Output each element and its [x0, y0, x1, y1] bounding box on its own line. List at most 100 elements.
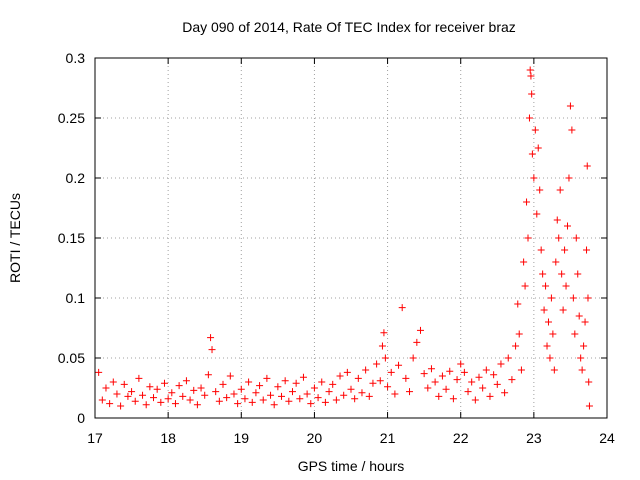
data-point	[501, 389, 509, 397]
data-point	[384, 383, 392, 391]
data-point	[391, 390, 399, 398]
data-point	[237, 385, 245, 393]
data-point	[544, 318, 552, 326]
data-point	[208, 346, 216, 354]
data-point	[288, 388, 296, 396]
data-point	[157, 398, 165, 406]
data-point	[128, 388, 136, 396]
data-point	[524, 234, 532, 242]
data-point	[230, 390, 238, 398]
data-point	[552, 258, 560, 266]
data-point	[406, 388, 414, 396]
data-point	[460, 368, 468, 376]
data-point	[160, 379, 168, 387]
data-point	[329, 380, 337, 388]
data-point	[245, 378, 253, 386]
data-point	[526, 66, 534, 74]
data-point	[562, 282, 570, 290]
data-point	[226, 372, 234, 380]
data-point	[553, 216, 561, 224]
data-point	[113, 390, 121, 398]
data-point	[517, 366, 525, 374]
data-point	[109, 378, 117, 386]
data-point	[559, 306, 567, 314]
data-point	[179, 392, 187, 400]
data-point	[267, 391, 275, 399]
data-point	[525, 114, 533, 122]
data-point	[135, 374, 143, 382]
data-point	[369, 379, 377, 387]
data-point	[546, 354, 554, 362]
data-point	[521, 282, 529, 290]
data-point	[190, 386, 198, 394]
data-point	[124, 392, 132, 400]
data-point	[296, 395, 304, 403]
data-point	[523, 198, 531, 206]
data-point	[362, 366, 370, 374]
data-point	[471, 396, 479, 404]
data-point	[321, 398, 329, 406]
grid	[95, 58, 607, 418]
data-point	[98, 396, 106, 404]
y-axis: 0 0.05 0.1 0.15 0.2 0.25 0.3	[58, 50, 607, 426]
data-point	[142, 401, 150, 409]
data-point	[533, 210, 541, 218]
data-point	[95, 368, 103, 376]
data-point	[131, 397, 139, 405]
data-point	[215, 397, 223, 405]
y-tick-label: 0	[77, 410, 85, 426]
data-points	[95, 66, 593, 410]
data-point	[354, 374, 362, 382]
chart-title: Day 090 of 2014, Rate Of TEC Index for r…	[182, 19, 516, 35]
data-point	[292, 379, 300, 387]
data-point	[358, 389, 366, 397]
data-point	[575, 312, 583, 320]
data-point	[584, 294, 592, 302]
data-point	[558, 270, 566, 278]
data-point	[527, 72, 535, 80]
data-point	[540, 306, 548, 314]
data-point	[336, 372, 344, 380]
data-point	[583, 162, 591, 170]
data-point	[259, 396, 267, 404]
data-point	[318, 378, 326, 386]
data-point	[512, 342, 520, 350]
data-point	[395, 361, 403, 369]
data-point	[373, 360, 381, 368]
data-point	[514, 300, 522, 308]
data-point	[270, 401, 278, 409]
data-point	[566, 102, 574, 110]
data-point	[427, 365, 435, 373]
y-tick-label: 0.25	[58, 110, 85, 126]
data-point	[442, 385, 450, 393]
data-point	[550, 366, 558, 374]
y-axis-label: ROTI / TECUs	[7, 193, 23, 283]
data-point	[431, 378, 439, 386]
data-point	[555, 234, 563, 242]
data-point	[435, 392, 443, 400]
data-point	[446, 367, 454, 375]
data-point	[241, 395, 249, 403]
data-point	[219, 380, 227, 388]
data-point	[479, 384, 487, 392]
data-point	[380, 329, 388, 337]
data-point	[171, 400, 179, 408]
data-point	[464, 388, 472, 396]
data-point	[438, 372, 446, 380]
data-point	[409, 354, 417, 362]
x-tick-label: 24	[599, 430, 615, 446]
data-point	[223, 394, 231, 402]
data-point	[120, 380, 128, 388]
data-point	[530, 174, 538, 182]
data-point	[182, 377, 190, 385]
data-point	[197, 384, 205, 392]
data-point	[204, 371, 212, 379]
data-point	[281, 377, 289, 385]
data-point	[581, 318, 589, 326]
y-tick-label: 0.2	[66, 170, 86, 186]
data-point	[572, 234, 580, 242]
data-point	[139, 391, 147, 399]
data-point	[299, 373, 307, 381]
data-point	[186, 396, 194, 404]
